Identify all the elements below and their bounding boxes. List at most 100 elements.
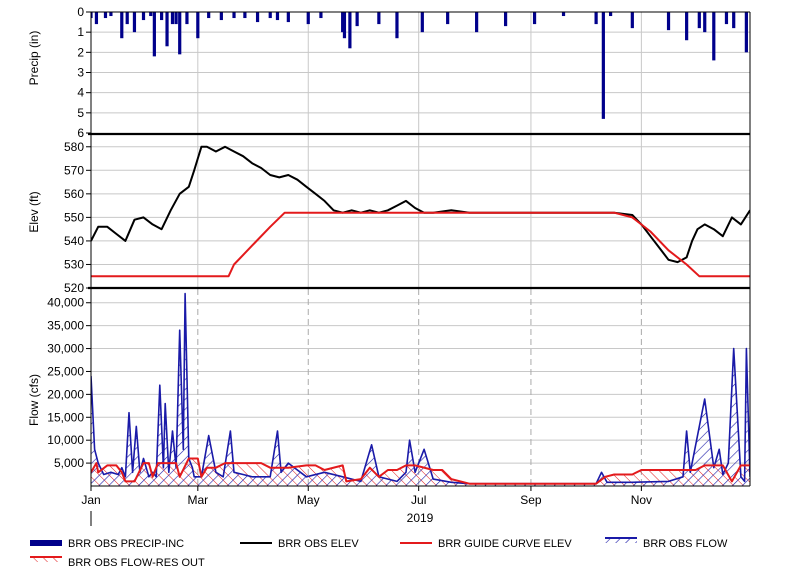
precip-bar-9 (152, 12, 156, 57)
precip-bar-7 (141, 12, 146, 21)
xtick-nov: Nov (631, 493, 652, 507)
legend-label-4: BRR OBS FLOW-RES OUT (68, 557, 205, 569)
x-axis-year: 2019 (407, 511, 434, 525)
precip-bar-6 (132, 12, 137, 33)
precip-ytick-2: 2 (77, 45, 84, 59)
precip-bar-13 (174, 12, 178, 25)
legend-item-0: BRR OBS PRECIP-INC (30, 538, 184, 550)
precip-bar-32 (395, 12, 399, 39)
flow-ytick-0: 5,000 (54, 456, 84, 470)
precip-bar-19 (232, 12, 236, 19)
xtick-jan: Jan (81, 493, 100, 507)
precip-bar-2 (103, 12, 108, 19)
elev-ytick-5: 570 (64, 163, 84, 177)
precip-ytick-3: 3 (77, 66, 84, 80)
precip-ytick-4: 4 (77, 86, 84, 100)
legend-swatch-resout-hatch (30, 557, 62, 562)
legend-item-1: BRR OBS ELEV (240, 538, 359, 550)
flow-series (91, 292, 750, 486)
precip-bar-41 (608, 12, 613, 17)
elev-ylabel: Elev (ft) (27, 191, 41, 232)
precip-bar-40 (601, 12, 605, 119)
precip-bar-3 (109, 12, 113, 17)
flow-panel: 5,000 10,000 15,000 20,000 25,000 30,000 35,00… (27, 289, 750, 486)
elev-panel: 520 530 540 550 560 570 580 Elev (ft) (27, 135, 750, 295)
precip-bar-48 (724, 12, 729, 25)
precip-bar-34 (446, 12, 450, 25)
flow-obs-line (91, 292, 750, 485)
elev-ytick-1: 530 (64, 257, 84, 271)
precip-bar-29 (348, 12, 352, 49)
flow-ytick-4: 25,000 (47, 364, 84, 378)
precip-bar-33 (420, 12, 424, 33)
precip-bar-8 (149, 12, 153, 17)
legend-swatch-precip (30, 540, 62, 546)
precip-bar-50 (744, 12, 748, 53)
flow-grid (91, 289, 750, 486)
legend-label-2: BRR GUIDE CURVE ELEV (438, 538, 572, 550)
precip-ylabel: Precip (in) (27, 31, 41, 86)
precip-bar-14 (178, 12, 182, 55)
precip-bar-36 (503, 12, 508, 27)
precip-bar-12 (170, 12, 175, 25)
x-axis: Jan Mar May Jul Sep Nov (81, 486, 652, 526)
precip-bar-20 (243, 12, 247, 19)
flow-ytick-2: 15,000 (47, 410, 84, 424)
precip-ytick-0: 0 (77, 5, 84, 19)
precip-bar-21 (255, 12, 260, 23)
flow-resout-line (91, 457, 750, 485)
precip-bar-35 (475, 12, 479, 33)
precip-bar-16 (196, 12, 200, 39)
legend-item-2: BRR GUIDE CURVE ELEV (400, 538, 572, 550)
precip-bar-26 (319, 12, 323, 19)
precip-grid (91, 12, 750, 133)
precip-yticks: 0 1 2 3 4 5 6 (77, 5, 91, 140)
precip-ytick-5: 5 (77, 106, 84, 120)
precip-bar-30 (355, 12, 359, 27)
legend-label-3: BRR OBS FLOW (643, 538, 728, 550)
precip-ytick-1: 1 (77, 25, 84, 39)
precip-bar-1 (94, 12, 99, 25)
legend-swatch-flow-hatch (605, 538, 637, 543)
precip-bar-11 (165, 12, 169, 47)
precip-bar-44 (685, 12, 689, 41)
precip-bar-45 (697, 12, 701, 29)
flow-ytick-7: 40,000 (47, 296, 84, 310)
flow-ylabel: Flow (cfs) (27, 374, 41, 426)
precip-bar-31 (377, 12, 381, 25)
precip-bar-28 (342, 12, 347, 39)
precip-bar-17 (207, 12, 211, 19)
precip-bar-37 (532, 12, 537, 25)
flow-ytick-3: 20,000 (47, 387, 84, 401)
flow-yticks: 5,000 10,000 15,000 20,000 25,000 30,000 35,00… (47, 296, 91, 470)
elev-obs-line (91, 145, 750, 264)
elev-lines (91, 145, 750, 278)
precip-bar-0 (91, 12, 93, 19)
precip-bar-25 (306, 12, 310, 25)
elev-ytick-0: 520 (64, 281, 84, 295)
precip-bar-10 (160, 12, 164, 21)
precip-bar-23 (275, 12, 280, 21)
xtick-jul: Jul (411, 493, 426, 507)
elev-guide-line (91, 211, 750, 278)
precip-bar-47 (712, 12, 716, 61)
legend: BRR OBS PRECIP-INC BRR OBS ELEV BRR GUIDE … (30, 537, 728, 569)
precip-bar-27 (341, 12, 345, 33)
precip-bar-38 (561, 12, 566, 17)
precip-bar-39 (594, 12, 598, 25)
flow-ytick-6: 35,000 (47, 319, 84, 333)
legend-label-0: BRR OBS PRECIP-INC (68, 538, 184, 550)
legend-label-1: BRR OBS ELEV (278, 538, 359, 550)
precip-bar-42 (630, 12, 634, 29)
precip-bar-43 (666, 12, 671, 31)
elev-ytick-6: 580 (64, 140, 84, 154)
precip-bar-24 (286, 12, 290, 23)
elev-ytick-4: 560 (64, 187, 84, 201)
xtick-mar: Mar (187, 493, 208, 507)
xtick-sep: Sep (520, 493, 542, 507)
elev-yticks: 520 530 540 550 560 570 580 (64, 140, 91, 295)
precip-panel: 0 1 2 3 4 5 6 Precip (in) (27, 5, 750, 140)
precip-bars (91, 12, 748, 119)
elev-ytick-3: 550 (64, 210, 84, 224)
